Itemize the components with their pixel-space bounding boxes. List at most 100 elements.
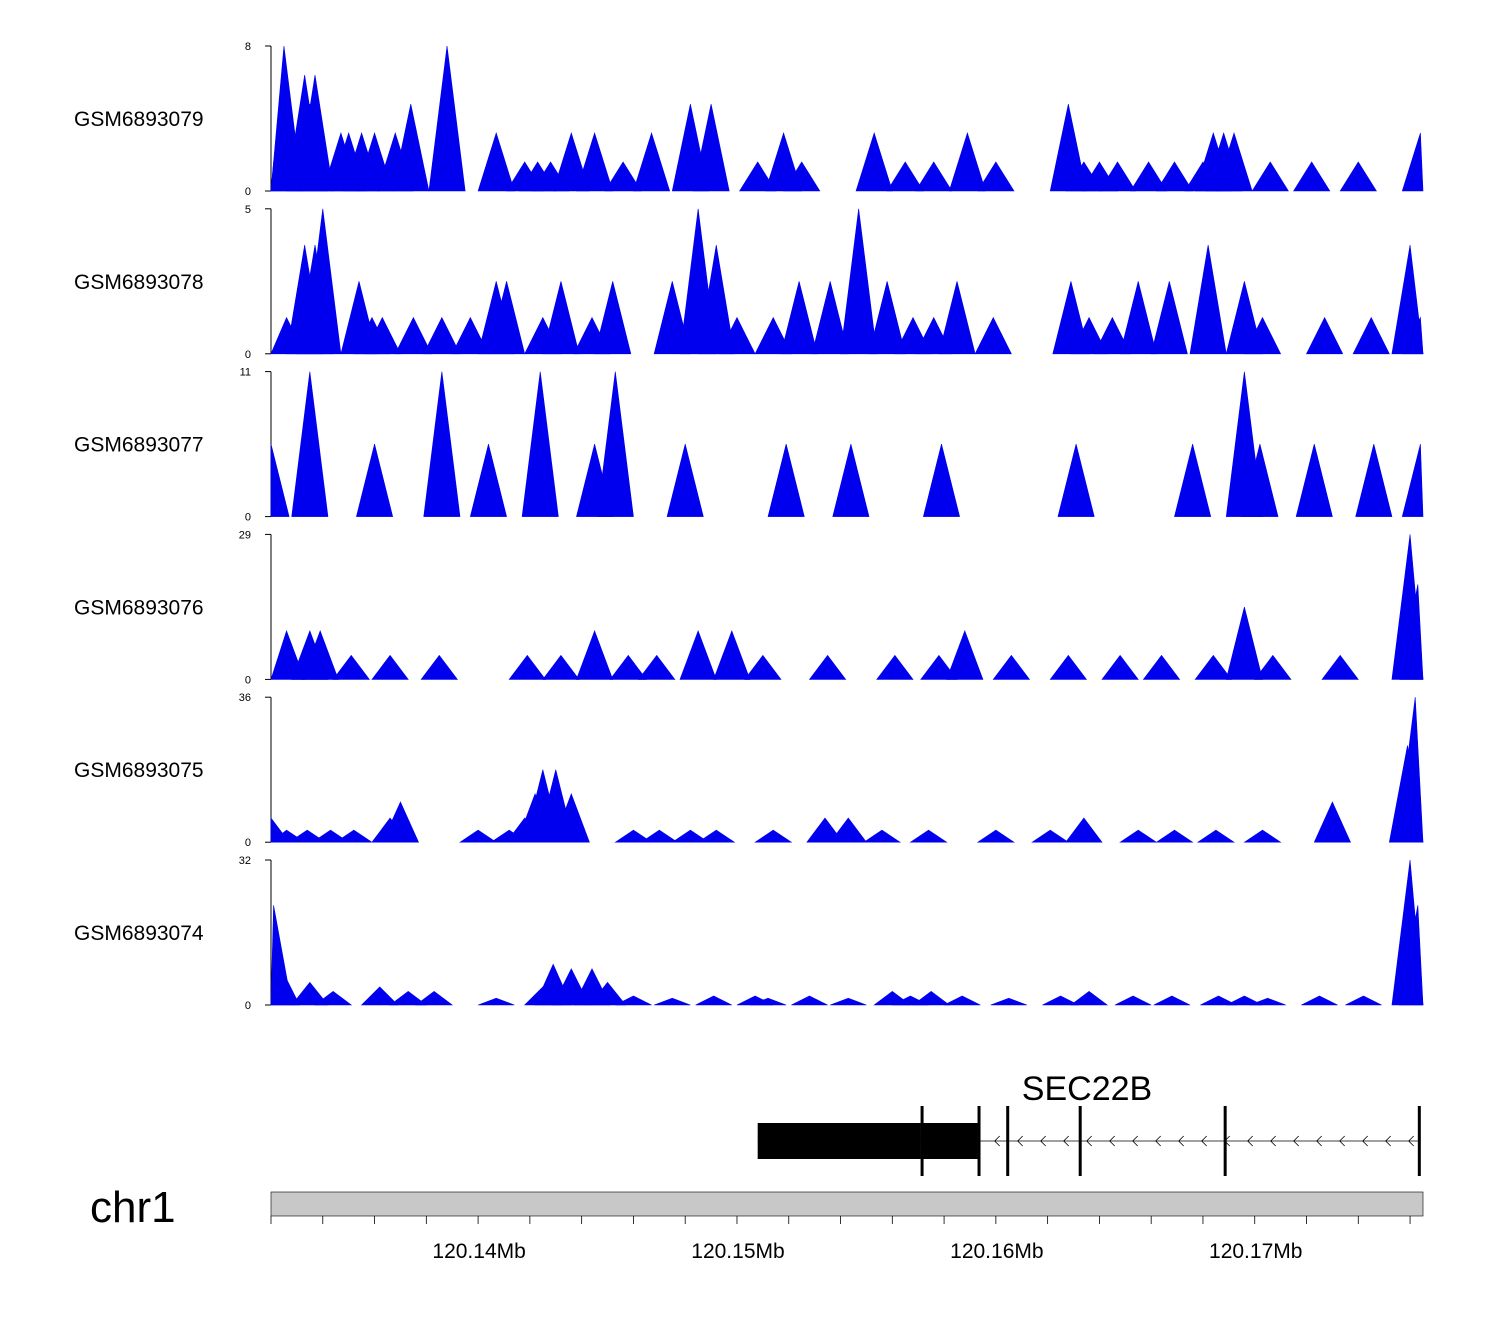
coverage-peak (692, 103, 730, 192)
track-label: GSM6893075 (74, 759, 204, 782)
coverage-peak (371, 654, 409, 680)
strand-arrow (1155, 1135, 1161, 1147)
coverage-peak (1119, 829, 1158, 843)
exon (1078, 1106, 1082, 1176)
strand-arrow (1086, 1135, 1092, 1147)
coverage-peak (1399, 905, 1424, 1006)
coverage-peak (977, 161, 1015, 192)
coverage-peak (1306, 316, 1344, 355)
coverage-peak (1215, 131, 1253, 192)
coverage-peak (922, 444, 960, 517)
coverage-peak (334, 829, 373, 843)
coverage-peak (296, 74, 334, 192)
coverage-peak (990, 997, 1028, 1006)
coverage-peak (614, 829, 653, 843)
coverage-peak (946, 630, 984, 680)
coverage-track: GSM6893079 8 0 (74, 41, 1424, 198)
track-label: GSM6893074 (74, 922, 204, 945)
coverage-peak (920, 654, 958, 680)
coverage-peak (1114, 995, 1152, 1006)
strand-arrow (1270, 1135, 1276, 1147)
coverage-peak (840, 208, 878, 355)
coverage-peak (1093, 316, 1131, 355)
coverage-peak (423, 371, 461, 517)
coverage-peak (1200, 995, 1237, 1006)
coverage-peak (1155, 161, 1194, 192)
coverage-peak (1345, 995, 1382, 1006)
track-label: GSM6893078 (74, 271, 204, 294)
y-min-label: 0 (245, 837, 251, 849)
coverage-peak (314, 991, 353, 1006)
coverage-peak (679, 630, 717, 680)
coverage-peak (311, 829, 350, 843)
coverage-peak (666, 444, 704, 517)
chromosome-bar (270, 1191, 1424, 1217)
coverage-peak (1057, 444, 1095, 517)
coverage-peak (1401, 444, 1424, 517)
exon (923, 1123, 978, 1159)
coverage-peak (1301, 995, 1338, 1006)
coverage-peak (791, 995, 828, 1006)
coverage-peak (1098, 161, 1137, 192)
track-label: GSM6893076 (74, 596, 204, 619)
coverage-track: GSM6893074 32 0 (74, 855, 1424, 1012)
coverage-peak (938, 281, 976, 355)
strand-arrow (1040, 1135, 1046, 1147)
strand-arrow (1385, 1135, 1391, 1147)
coverage-peak (811, 281, 849, 355)
coverage-peak (508, 654, 547, 680)
coverage-peak (806, 817, 844, 843)
coverage-peak (695, 995, 732, 1006)
strand-arrow (1109, 1135, 1115, 1147)
y-min-label: 0 (245, 349, 251, 361)
coverage-peak (1101, 654, 1139, 680)
coverage-peak (713, 630, 751, 680)
coverage-peak (1243, 316, 1282, 355)
chromosome-label: chr1 (90, 1183, 176, 1232)
coverage-peak (1225, 606, 1263, 680)
coverage-peak (739, 161, 777, 192)
coverage-peak (697, 245, 735, 355)
coverage-peak (744, 654, 782, 680)
coverage-peak (808, 654, 847, 680)
track-label: GSM6893077 (74, 434, 204, 457)
coverage-peak (1352, 316, 1390, 355)
coverage-peak (912, 991, 951, 1006)
coverage-peak (1321, 654, 1359, 680)
coverage-peak (1243, 829, 1282, 843)
coverage-peak (830, 997, 867, 1006)
strand-arrow (1178, 1135, 1184, 1147)
coverage-tracks: GSM689307980GSM689307850GSM6893077110GSM… (74, 41, 1424, 1012)
coverage-peak (974, 316, 1012, 355)
coverage-peak (451, 316, 489, 355)
coverage-peak (1295, 444, 1333, 517)
coverage-peak (1142, 654, 1181, 680)
genome-axis: chr1 120.14Mb 120.15Mb 120.16Mb 120.17Mb (90, 1183, 1424, 1263)
strand-arrow (1316, 1135, 1322, 1147)
exon (1223, 1106, 1227, 1176)
coverage-peak (477, 131, 515, 192)
coverage-peak (521, 371, 559, 517)
strand-arrow (1247, 1135, 1253, 1147)
coverage-peak (588, 981, 627, 1006)
coverage-peak (915, 161, 953, 192)
y-max-label: 8 (245, 41, 251, 53)
coverage-peak (1174, 444, 1212, 517)
coverage-peak (1155, 829, 1194, 843)
coverage-peak (633, 131, 671, 192)
coverage-peak (1254, 654, 1292, 680)
coverage-peak (1070, 991, 1109, 1006)
coverage-peak (381, 801, 420, 843)
coverage-peak (829, 817, 868, 843)
coverage-peak (1196, 829, 1236, 843)
coverage-peak (640, 829, 679, 843)
coverage-peak (1241, 444, 1279, 517)
coverage-peak (976, 829, 1015, 843)
coverage-peak (780, 281, 818, 355)
strand-arrow (1132, 1135, 1138, 1147)
coverage-peak (855, 131, 893, 192)
coverage-peak (1339, 161, 1377, 192)
coverage-peak (594, 281, 632, 355)
strand-arrow (1017, 1135, 1023, 1147)
